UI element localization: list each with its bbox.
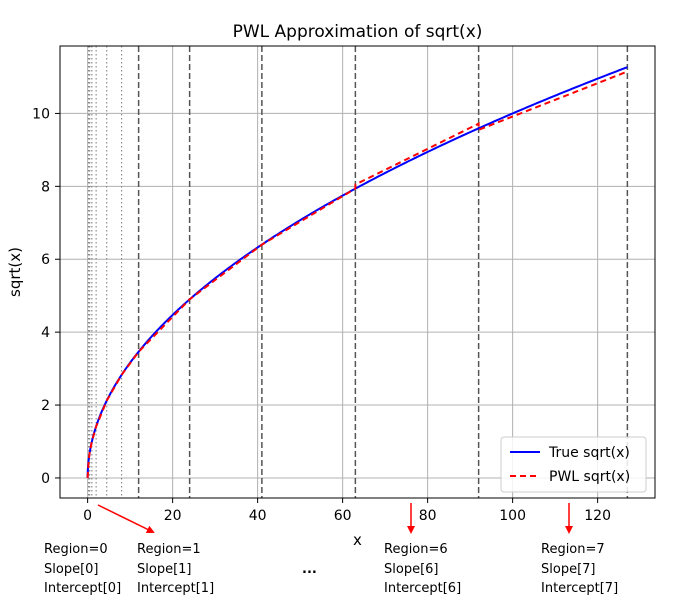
x-axis-label: x <box>353 531 362 549</box>
y-tick-label: 4 <box>41 325 50 341</box>
x-tick-label: 20 <box>164 508 182 524</box>
y-tick-label: 8 <box>41 179 50 195</box>
region-annotations: Region=0 Slope[0] Intercept[0] Region=1 … <box>44 542 618 596</box>
x-tick-label: 100 <box>499 508 526 524</box>
region1-label: Region=1 <box>137 542 201 557</box>
annotation-arrows <box>97 503 573 534</box>
y-tick-label: 0 <box>41 471 50 487</box>
legend-pwl-label: PWL sqrt(x) <box>549 469 630 485</box>
region6-intercept: Intercept[6] <box>384 581 461 596</box>
region0-slope: Slope[0] <box>44 562 98 577</box>
x-tick-label: 0 <box>83 508 92 524</box>
true-sqrt-line <box>86 66 628 478</box>
legend: True sqrt(x) PWL sqrt(x) <box>500 436 647 493</box>
region7-intercept: Intercept[7] <box>541 581 618 596</box>
y-tick-label: 6 <box>41 252 50 268</box>
y-axis-label: sqrt(x) <box>6 247 24 297</box>
legend-true-label: True sqrt(x) <box>548 445 630 461</box>
y-tick-label: 10 <box>32 106 50 122</box>
x-tick-label: 60 <box>334 508 352 524</box>
region6-slope: Slope[6] <box>384 562 438 577</box>
region6-label: Region=6 <box>384 542 448 557</box>
grid <box>60 46 655 498</box>
region1-slope: Slope[1] <box>137 562 191 577</box>
chart-title: PWL Approximation of sqrt(x) <box>233 22 483 42</box>
series-lines <box>86 66 628 479</box>
region1-arrow <box>97 504 155 533</box>
x-tick-label: 80 <box>419 508 437 524</box>
pwl-sqrt-line <box>86 70 628 479</box>
legend-box <box>500 436 647 493</box>
region7-label: Region=7 <box>541 542 605 557</box>
y-tick-label: 2 <box>41 398 50 414</box>
plot-frame <box>59 45 656 499</box>
x-tick-label: 40 <box>249 508 267 524</box>
ellipsis: ... <box>302 562 317 577</box>
x-tick-label: 120 <box>584 508 611 524</box>
region7-slope: Slope[7] <box>541 562 595 577</box>
region1-intercept: Intercept[1] <box>137 581 214 596</box>
axis-ticks: 0 20 40 60 80 100 120 0 2 4 6 8 10 <box>32 106 611 524</box>
region-boundaries <box>88 46 629 498</box>
region0-label: Region=0 <box>44 542 108 557</box>
region0-intercept: Intercept[0] <box>44 581 121 596</box>
